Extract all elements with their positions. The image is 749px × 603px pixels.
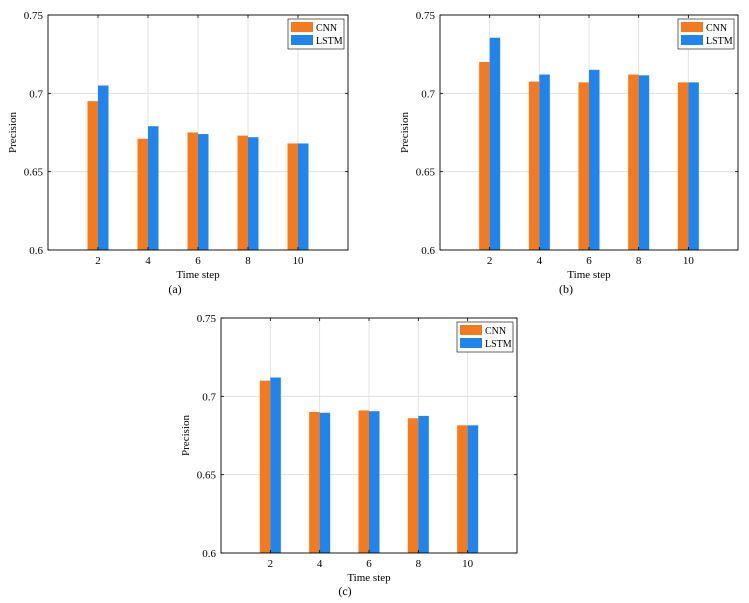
bar-cnn-4: [309, 412, 320, 553]
y-tick-label: 0.7: [202, 391, 216, 403]
x-tick-label: 6: [195, 255, 201, 267]
x-tick-label: 4: [145, 255, 151, 267]
legend-swatch-lstm: [460, 338, 482, 348]
bar-cnn-2: [259, 380, 271, 553]
x-tick-label: 6: [586, 255, 592, 267]
x-tick-label: 2: [95, 255, 101, 267]
bar-cnn-2: [479, 62, 490, 250]
y-tick-label: 0.7: [29, 88, 43, 100]
y-tick-label: 0.75: [197, 313, 217, 325]
x-tick-label: 10: [293, 255, 305, 267]
y-tick-label: 0.7: [421, 88, 435, 100]
bar-lstm-2: [489, 37, 501, 250]
y-tick-label: 0.6: [202, 548, 216, 560]
x-tick-label: 4: [317, 558, 323, 570]
bar-cnn-10: [287, 143, 298, 250]
chart-panel-2: 2 4 6 8 10 0.6 0.65 0.7 0.75 Time step Precision CN…: [180, 313, 518, 598]
x-axis-label: Time step: [176, 269, 220, 281]
bar-cnn-10: [457, 425, 468, 553]
x-tick-label: 6: [366, 558, 372, 570]
y-tick-label: 0.65: [416, 167, 436, 179]
y-tick-label: 0.65: [24, 167, 44, 179]
x-axis-label: Time step: [347, 572, 391, 584]
legend-label-cnn: CNN: [316, 23, 337, 34]
bar-cnn-10: [677, 82, 689, 250]
legend-label-cnn: CNN: [706, 23, 727, 34]
bar-cnn-6: [187, 132, 198, 250]
y-axis-label: Precision: [7, 112, 19, 153]
panel-label: (c): [338, 584, 351, 598]
bar-lstm-8: [638, 75, 650, 250]
bar-cnn-8: [407, 418, 419, 553]
bar-cnn-8: [237, 135, 248, 250]
legend-swatch-cnn: [681, 22, 703, 32]
bar-lstm-8: [248, 137, 259, 250]
bar-lstm-6: [589, 69, 600, 250]
x-tick-label: 4: [537, 255, 543, 267]
y-tick-label: 0.6: [421, 245, 435, 257]
y-tick-label: 0.6: [29, 245, 43, 257]
x-axis-label: Time step: [567, 269, 611, 281]
bar-lstm-6: [198, 134, 209, 250]
legend-swatch-lstm: [291, 35, 313, 45]
bar-cnn-8: [628, 74, 639, 251]
bar-cnn-2: [87, 101, 98, 251]
chart-panel-0: 2 4 6 8 10 0.6 0.65 0.7 0.75 Time step Precision CN…: [7, 10, 349, 296]
x-tick-label: 10: [683, 255, 695, 267]
y-tick-label: 0.65: [197, 470, 217, 482]
bar-lstm-2: [98, 85, 109, 250]
legend-label-lstm: LSTM: [485, 339, 512, 350]
bar-cnn-4: [528, 81, 540, 250]
bar-lstm-10: [298, 143, 309, 250]
x-tick-label: 10: [462, 558, 474, 570]
y-tick-label: 0.75: [416, 10, 436, 22]
x-tick-label: 8: [416, 558, 422, 570]
chart-panel-1: 2 4 6 8 10 0.6 0.65 0.7 0.75 Time step Precision CN…: [399, 10, 739, 296]
legend-swatch-lstm: [681, 35, 703, 45]
bar-lstm-8: [418, 415, 429, 553]
x-tick-label: 2: [268, 558, 274, 570]
y-tick-label: 0.75: [24, 10, 44, 22]
legend-swatch-cnn: [460, 325, 482, 335]
x-tick-label: 8: [245, 255, 251, 267]
bar-lstm-4: [319, 412, 331, 553]
legend-label-lstm: LSTM: [706, 36, 733, 47]
panel-label: (b): [559, 282, 573, 296]
bar-cnn-4: [137, 138, 148, 250]
legend-label-lstm: LSTM: [316, 36, 343, 47]
legend-label-cnn: CNN: [485, 326, 506, 337]
y-axis-label: Precision: [180, 415, 192, 456]
legend-swatch-cnn: [291, 22, 313, 32]
panel-label: (a): [168, 282, 181, 296]
bar-lstm-10: [688, 82, 699, 250]
x-tick-label: 8: [636, 255, 642, 267]
bar-lstm-4: [148, 126, 159, 250]
bar-lstm-2: [270, 377, 281, 553]
bar-lstm-6: [369, 411, 380, 553]
bar-lstm-10: [467, 425, 479, 553]
bar-lstm-4: [539, 74, 550, 251]
y-axis-label: Precision: [399, 112, 411, 153]
x-tick-label: 2: [487, 255, 493, 267]
bar-cnn-6: [358, 410, 369, 553]
bar-cnn-6: [578, 82, 589, 250]
